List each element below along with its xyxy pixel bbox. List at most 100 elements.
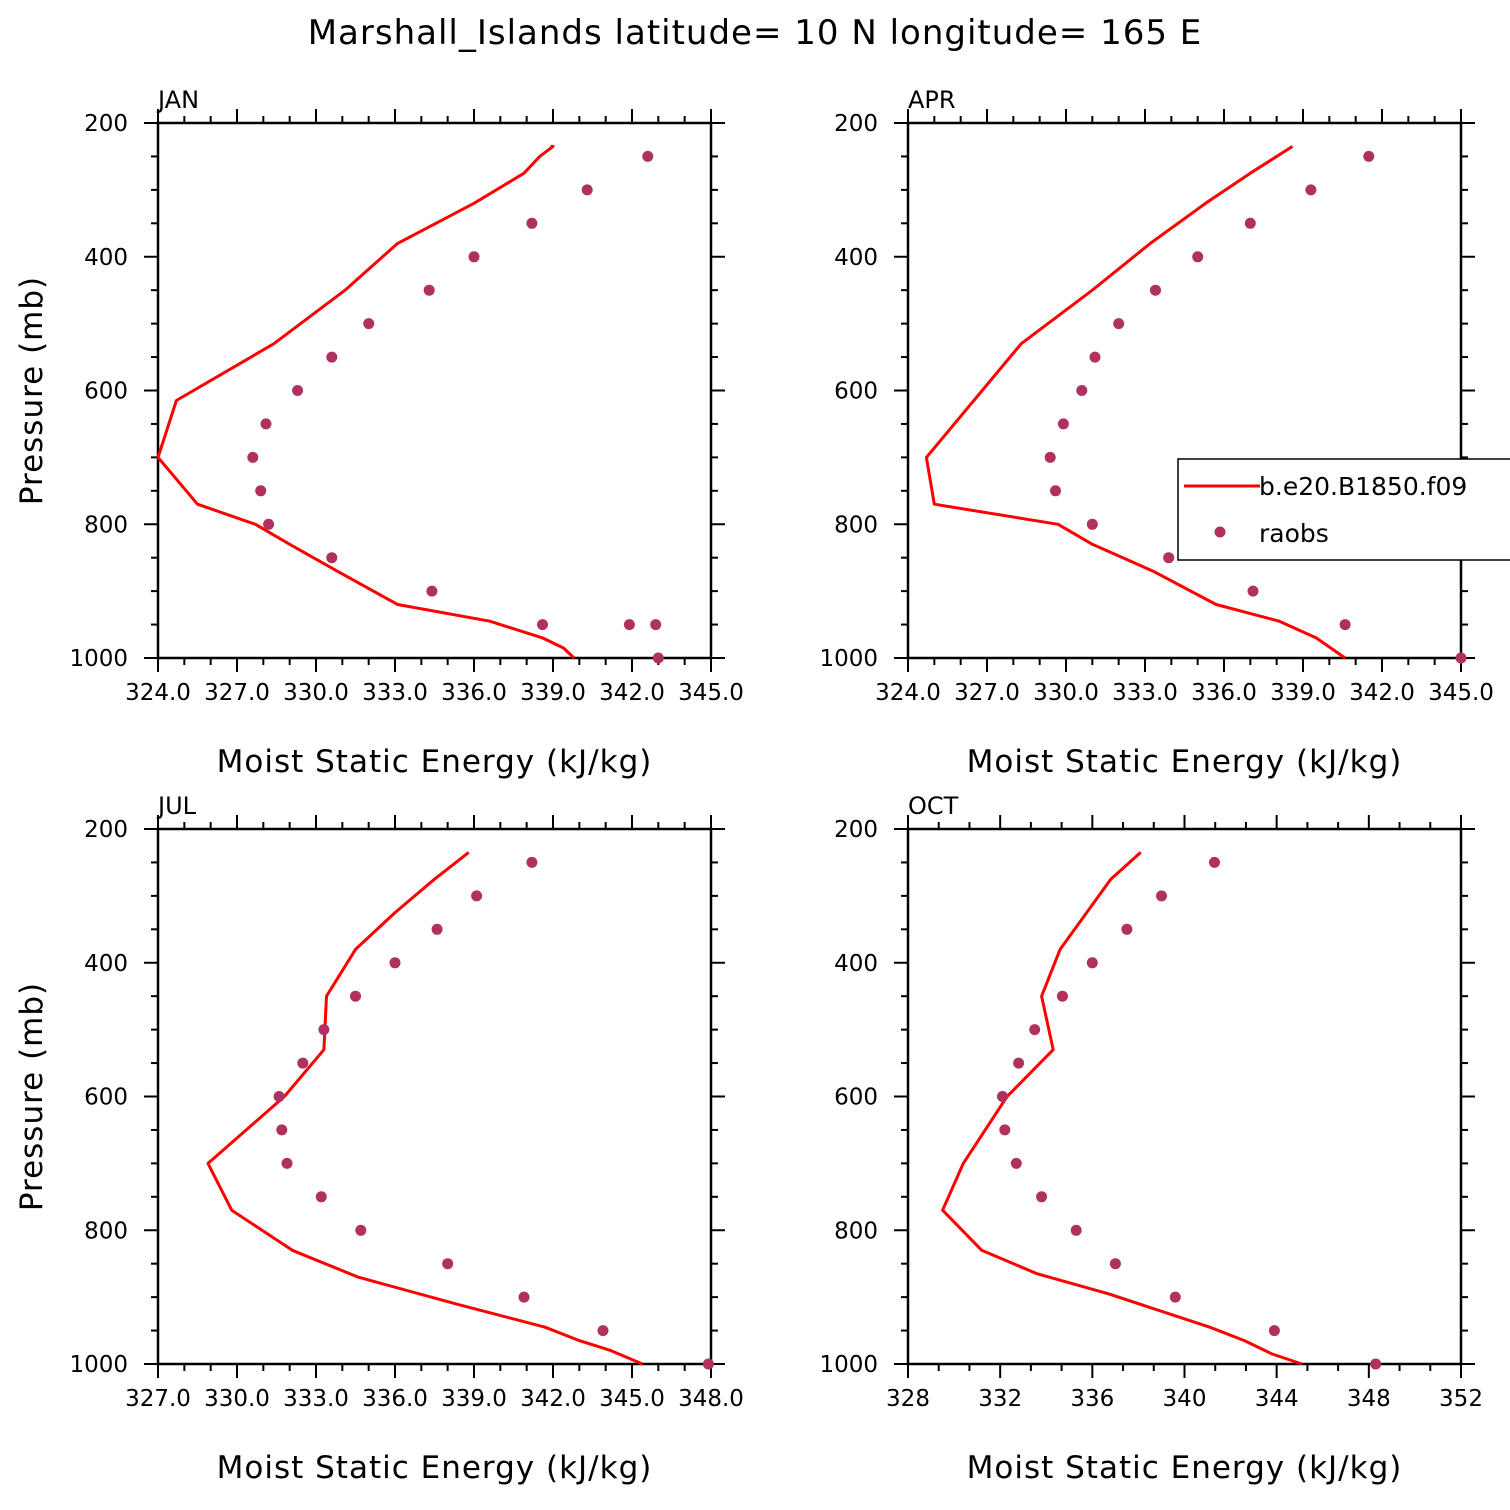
raobs-point bbox=[355, 1224, 367, 1236]
panel-oct: OCT 200 400 600 800 1000 328 332 336 340 344 348 352… bbox=[819, 792, 1483, 1486]
x-tick-label: 330.0 bbox=[283, 680, 349, 706]
raobs-point bbox=[326, 351, 338, 363]
raobs-point bbox=[1247, 585, 1259, 597]
raobs-point bbox=[276, 1124, 288, 1136]
raobs-point bbox=[526, 856, 538, 868]
raobs-point bbox=[292, 385, 304, 396]
panel-jan: JAN 200 400 600 800 1000 324.0 327.0 330.0 333.0 3… bbox=[14, 86, 744, 780]
legend-obs-label: raobs bbox=[1259, 519, 1329, 548]
raobs-point bbox=[315, 1191, 327, 1203]
y-tick-label: 1000 bbox=[69, 646, 128, 672]
raobs-point bbox=[263, 518, 275, 530]
raobs-point bbox=[1150, 284, 1161, 296]
x-tick-label: 342.0 bbox=[520, 1386, 586, 1412]
plot-frame bbox=[156, 121, 713, 660]
x-tick-label: 345.0 bbox=[1428, 680, 1494, 706]
raobs-point bbox=[650, 619, 662, 631]
raobs-point bbox=[1169, 1291, 1181, 1303]
x-axis-title: Moist Static Energy (kJ/kg) bbox=[967, 1450, 1403, 1486]
x-tick-label: 333.0 bbox=[1112, 680, 1178, 706]
y-tick-label: 400 bbox=[84, 951, 128, 977]
y-tick-label: 800 bbox=[834, 512, 878, 538]
raobs-point bbox=[1244, 217, 1256, 229]
raobs-point bbox=[255, 485, 267, 497]
raobs-point bbox=[1305, 184, 1317, 196]
model-profile-line bbox=[206, 851, 644, 1366]
raobs-point bbox=[1044, 451, 1056, 463]
x-tick-label: 339.0 bbox=[441, 1386, 507, 1412]
y-tick-label: 400 bbox=[834, 951, 878, 977]
x-tick-label: 340 bbox=[1163, 1386, 1207, 1412]
x-tick-label: 344 bbox=[1255, 1386, 1299, 1412]
raobs-point bbox=[526, 217, 538, 229]
raobs-point bbox=[1192, 251, 1204, 263]
x-tick-label: 336.0 bbox=[441, 680, 507, 706]
x-tick-label: 327.0 bbox=[204, 680, 270, 706]
raobs-point bbox=[426, 585, 438, 597]
raobs-point bbox=[1156, 890, 1167, 902]
raobs-point bbox=[1163, 552, 1175, 564]
x-tick-label: 324.0 bbox=[125, 680, 191, 706]
panel-label: JAN bbox=[156, 86, 199, 114]
legend: b.e20.B1850.f09 raobs bbox=[1177, 458, 1510, 561]
raobs-point bbox=[581, 184, 593, 196]
figure-title: Marshall_Islands latitude= 10 N longitud… bbox=[308, 13, 1203, 53]
raobs-point bbox=[1455, 652, 1467, 664]
model-profile-line bbox=[941, 851, 1303, 1366]
raobs-point bbox=[247, 451, 259, 463]
raobs-point bbox=[997, 1091, 1008, 1102]
raobs-point bbox=[281, 1157, 293, 1169]
raobs-point bbox=[363, 318, 375, 330]
raobs-point bbox=[1057, 418, 1069, 430]
panel-apr: APR 200 400 600 800 1000 324.0 327.0 330.0 333.0 3… bbox=[819, 86, 1493, 780]
x-axis-title: Moist Static Energy (kJ/kg) bbox=[217, 744, 653, 780]
panel-label: JUL bbox=[156, 792, 197, 820]
raobs-point bbox=[652, 652, 664, 664]
x-tick-label: 339.0 bbox=[520, 680, 586, 706]
x-tick-label: 348 bbox=[1347, 1386, 1391, 1412]
x-tick-label: 342.0 bbox=[1349, 680, 1415, 706]
x-tick-label: 336.0 bbox=[362, 1386, 428, 1412]
x-tick-label: 330.0 bbox=[1033, 680, 1099, 706]
raobs-point bbox=[1209, 856, 1220, 868]
raobs-point bbox=[389, 957, 401, 969]
raobs-point bbox=[442, 1258, 454, 1270]
raobs-point bbox=[1076, 385, 1088, 396]
raobs-point bbox=[1109, 1258, 1121, 1270]
raobs-point bbox=[518, 1291, 530, 1303]
x-axis-title: Moist Static Energy (kJ/kg) bbox=[217, 1450, 653, 1486]
y-tick-label: 600 bbox=[834, 1085, 878, 1111]
raobs-point bbox=[1013, 1057, 1025, 1069]
raobs-point bbox=[1029, 1024, 1041, 1036]
y-tick-label: 600 bbox=[834, 379, 878, 405]
raobs-point bbox=[431, 923, 443, 935]
y-tick-label: 800 bbox=[84, 512, 128, 538]
x-tick-label: 345.0 bbox=[599, 1386, 665, 1412]
x-axis-title: Moist Static Energy (kJ/kg) bbox=[967, 744, 1403, 780]
x-tick-label: 328 bbox=[886, 1386, 930, 1412]
x-tick-label: 333.0 bbox=[283, 1386, 349, 1412]
raobs-point bbox=[1113, 318, 1125, 330]
y-tick-label: 400 bbox=[834, 245, 878, 271]
x-tick-label: 348.0 bbox=[678, 1386, 744, 1412]
raobs-point bbox=[623, 619, 635, 631]
raobs-point bbox=[326, 552, 338, 564]
raobs-point bbox=[1086, 518, 1098, 530]
raobs-point bbox=[1339, 619, 1351, 631]
x-tick-label: 336.0 bbox=[1191, 680, 1257, 706]
raobs-point bbox=[273, 1091, 285, 1102]
y-tick-label: 200 bbox=[84, 111, 128, 137]
model-profile-line bbox=[924, 145, 1346, 660]
y-tick-label: 1000 bbox=[69, 1352, 128, 1378]
x-tick-label: 333.0 bbox=[362, 680, 428, 706]
x-tick-label: 330.0 bbox=[204, 1386, 270, 1412]
x-tick-label: 324.0 bbox=[875, 680, 941, 706]
x-tick-label: 327.0 bbox=[125, 1386, 191, 1412]
raobs-point bbox=[1056, 990, 1068, 1002]
raobs-point bbox=[597, 1325, 609, 1337]
panels-group: JAN 200 400 600 800 1000 324.0 327.0 330.0 333.0 3… bbox=[14, 86, 1494, 1486]
y-tick-label: 200 bbox=[834, 111, 878, 137]
y-tick-label: 800 bbox=[84, 1218, 128, 1244]
raobs-point bbox=[1121, 923, 1133, 935]
